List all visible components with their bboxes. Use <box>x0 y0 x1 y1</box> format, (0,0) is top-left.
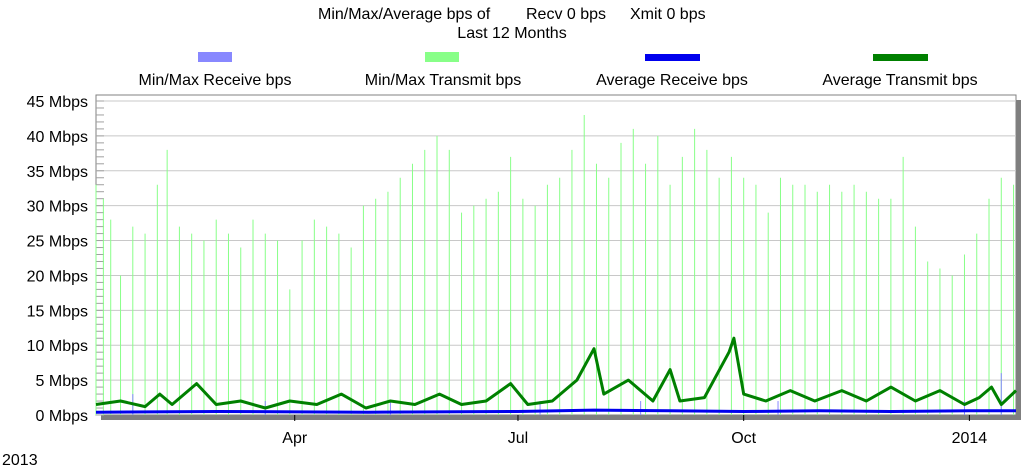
chart-title: Min/Max/Average bps of Recv 0 bps Xmit 0… <box>318 6 706 42</box>
y-tick-label: 10 Mbps <box>27 338 88 355</box>
x-tick-label: 2014 <box>952 430 988 447</box>
y-tick-label: 15 Mbps <box>27 303 88 320</box>
legend-swatch-minmax-receive <box>198 52 232 62</box>
legend-swatch-minmax-transmit <box>425 52 459 62</box>
x-tick-label: Oct <box>731 430 756 447</box>
x-axis-ticks: Apr Jul Oct 2014 <box>282 415 987 447</box>
title-line1-recv: Recv 0 bps <box>526 6 606 23</box>
grid-lines <box>96 100 1016 381</box>
legend-swatch-average-transmit <box>873 54 928 61</box>
legend-swatch-average-receive <box>645 54 700 61</box>
legend-label-minmax-transmit: Min/Max Transmit bps <box>365 72 521 89</box>
x-tick-label: Apr <box>282 430 308 447</box>
y-axis-ticks: 0 Mbps 5 Mbps 10 Mbps 15 Mbps 20 Mbps 25 Mbps… <box>27 94 88 425</box>
y-tick-label: 5 Mbps <box>36 373 88 390</box>
legend: Min/Max Receive bps Min/Max Transmit bps… <box>139 52 978 89</box>
title-line1-xmit: Xmit 0 bps <box>630 6 706 23</box>
series-average-receive-bps <box>95 408 1016 414</box>
y-tick-label: 0 Mbps <box>36 408 88 425</box>
y-tick-label: 40 Mbps <box>27 129 88 146</box>
title-line2: Last 12 Months <box>457 25 566 42</box>
series-marks <box>95 114 1018 415</box>
y-tick-label: 30 Mbps <box>27 199 88 216</box>
plot-area <box>95 94 1017 416</box>
x-tick-label: Jul <box>508 430 528 447</box>
y-tick-label: 35 Mbps <box>27 164 88 181</box>
legend-label-average-transmit: Average Transmit bps <box>822 72 977 89</box>
minor-ticks <box>96 100 104 416</box>
legend-label-average-receive: Average Receive bps <box>596 72 748 89</box>
title-line1-prefix: Min/Max/Average bps of <box>318 6 491 23</box>
series-average-transmit-bps <box>95 336 1018 410</box>
year-label: 2013 <box>2 452 38 468</box>
series-min-max-transmit-bps <box>95 114 1015 415</box>
y-tick-label: 25 Mbps <box>27 234 88 251</box>
y-tick-label: 20 Mbps <box>27 268 88 285</box>
legend-label-minmax-receive: Min/Max Receive bps <box>139 72 292 89</box>
y-tick-label: 45 Mbps <box>27 94 88 111</box>
